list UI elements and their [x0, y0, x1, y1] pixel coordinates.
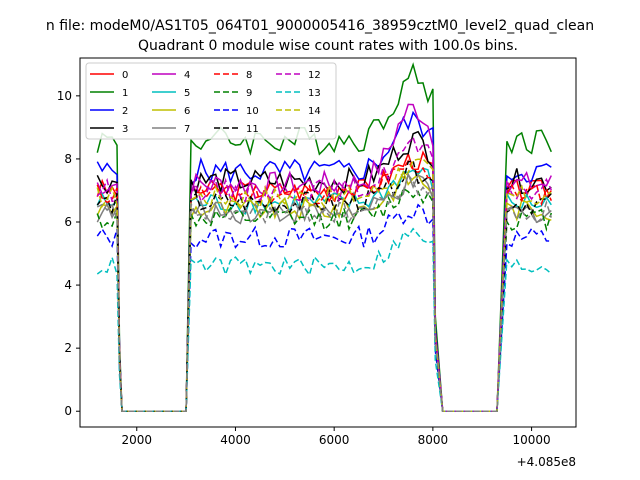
- x-tick-label: 4000: [220, 433, 251, 447]
- legend-label: 15: [308, 124, 321, 135]
- legend-label: 4: [184, 70, 190, 81]
- legend-label: 5: [184, 88, 190, 99]
- legend-label: 13: [308, 88, 321, 99]
- x-tick-label: 10000: [512, 433, 550, 447]
- chart-title: Quadrant 0 module wise count rates with …: [138, 38, 518, 54]
- series-line-11: [96, 159, 552, 412]
- legend-label: 3: [122, 124, 128, 135]
- plot-lines: [96, 62, 553, 412]
- series-line-0: [96, 150, 552, 412]
- legend-label: 2: [122, 106, 128, 117]
- y-tick-label: 10: [57, 89, 72, 103]
- legend-frame: [85, 62, 337, 140]
- series-line-14: [96, 158, 552, 412]
- series-line-12: [96, 135, 552, 412]
- x-tick-label: 6000: [319, 433, 350, 447]
- legend-label: 12: [308, 70, 321, 81]
- series-line-8: [96, 159, 552, 412]
- legend-label: 8: [246, 70, 252, 81]
- figure-suptitle: n file: modeM0/AS1T05_064T01_9000005416_…: [46, 18, 594, 34]
- y-tick-label: 6: [64, 215, 72, 229]
- y-tick-label: 0: [64, 404, 72, 418]
- y-tick-label: 8: [64, 152, 72, 166]
- y-tick-label: 2: [64, 341, 72, 355]
- legend-label: 1: [122, 88, 128, 99]
- legend-label: 0: [122, 70, 128, 81]
- y-axis-ticks: 0 2 4 6 8 10: [57, 89, 80, 418]
- legend-label: 11: [246, 124, 259, 135]
- y-tick-label: 4: [64, 278, 72, 292]
- axes-frame: [79, 57, 577, 428]
- series-line-15: [96, 173, 553, 412]
- x-axis-offset-label: +4.085e8: [517, 455, 576, 469]
- legend-label: 9: [246, 88, 252, 99]
- series-line-9: [96, 187, 553, 412]
- legend-label: 7: [184, 124, 190, 135]
- series-line-10: [96, 203, 552, 412]
- x-tick-label: 8000: [418, 433, 449, 447]
- series-line-13: [96, 227, 552, 412]
- x-axis-ticks: 2000 4000 6000 8000 10000: [121, 427, 551, 447]
- x-tick-label: 2000: [121, 433, 152, 447]
- legend-label: 14: [308, 106, 321, 117]
- legend-label: 10: [246, 106, 259, 117]
- series-line-2: [96, 110, 552, 412]
- legend-label: 6: [184, 106, 190, 117]
